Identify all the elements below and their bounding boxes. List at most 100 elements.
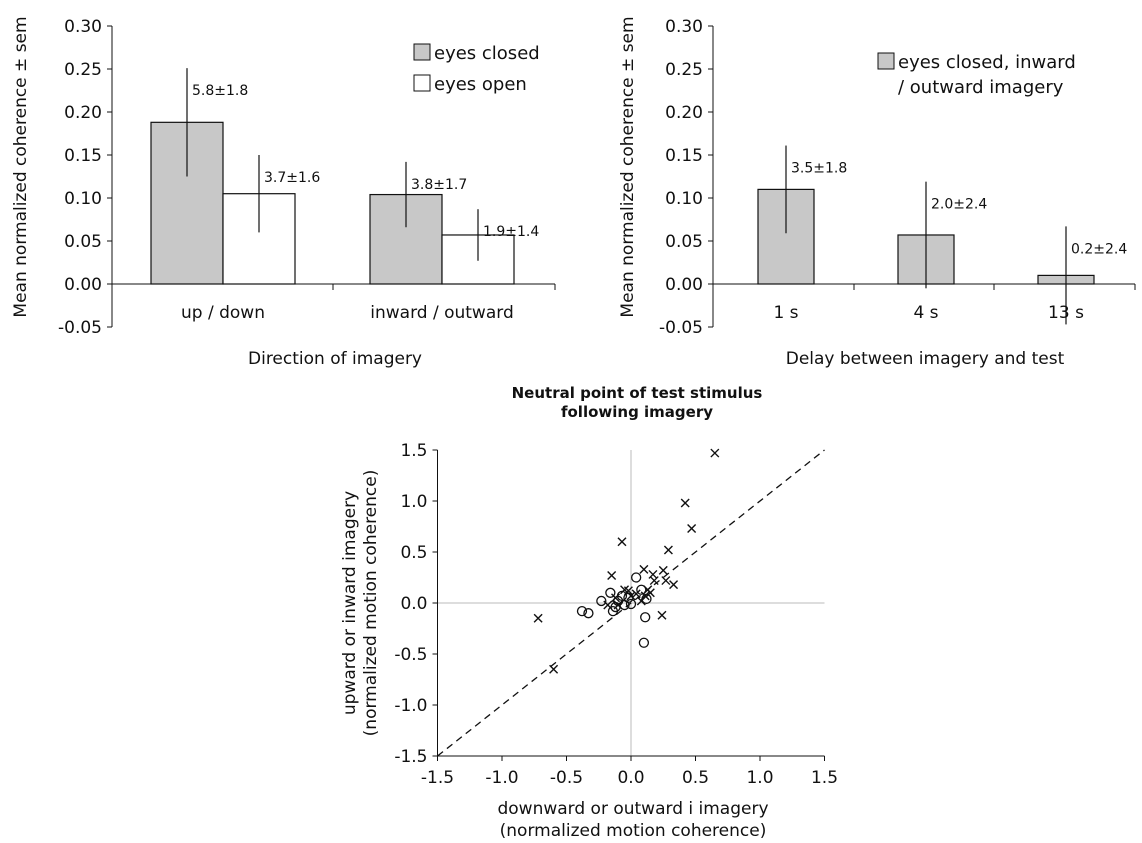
y-tick-label: 0.05 bbox=[665, 232, 703, 252]
y-tick-label: -0.05 bbox=[58, 318, 102, 338]
ticks: -1.5 -1.0 -0.5 0.0 0.5 1.0 1.5 1.5 1.0 0.5 0.0 -0.5… bbox=[394, 441, 838, 788]
axes bbox=[437, 449, 825, 757]
point-cross bbox=[533, 613, 543, 623]
data-label: 3.8±1.7 bbox=[411, 177, 467, 193]
point-cross bbox=[657, 610, 667, 620]
legend: eyes closed, inward / outward imagery bbox=[877, 52, 1076, 98]
point-cross-stroke bbox=[617, 537, 627, 547]
point-cross-stroke bbox=[658, 565, 668, 575]
y-tick-label: 0.25 bbox=[64, 60, 102, 80]
point-circle bbox=[631, 572, 642, 583]
data-label: 1.9±1.4 bbox=[483, 224, 539, 240]
point-cross-stroke bbox=[631, 589, 641, 599]
point-circle bbox=[623, 592, 634, 604]
point-circle bbox=[605, 587, 616, 598]
y-tick-label: 1.5 bbox=[400, 441, 427, 461]
point-cross-stroke bbox=[549, 664, 559, 674]
point-cross-stroke bbox=[603, 600, 613, 610]
y-axis-label-line-1: upward or inward imagery bbox=[340, 491, 360, 715]
x-tick-label: -1.0 bbox=[485, 768, 518, 788]
point-circle bbox=[576, 606, 588, 617]
x-tick-label: up / down bbox=[181, 303, 265, 323]
y-tick-label: 0.30 bbox=[64, 17, 102, 37]
panel-direction: Mean normalized coherence ± sem 0.30 0.25… bbox=[11, 16, 556, 369]
point-cross bbox=[649, 576, 659, 586]
point-cross bbox=[607, 570, 617, 580]
point-cross bbox=[663, 545, 673, 555]
y-tick-label: 0.00 bbox=[64, 275, 102, 295]
data-label: 3.7±1.6 bbox=[264, 170, 320, 186]
point-cross-stroke bbox=[639, 564, 649, 574]
panel-delay: Mean normalized coherence ± sem 0.30 0.25… bbox=[618, 16, 1136, 369]
y-tick-label: 0.25 bbox=[665, 60, 703, 80]
data-label: 0.2±2.4 bbox=[1071, 241, 1127, 257]
chart-title-line-1: Neutral point of test stimulus bbox=[512, 384, 763, 402]
x-tick-label: 1.5 bbox=[811, 768, 838, 788]
point-cross bbox=[639, 564, 649, 574]
y-tick-label: -0.5 bbox=[394, 645, 427, 665]
y-tick-label: -1.0 bbox=[394, 696, 427, 716]
x-tick-label: 1 s bbox=[773, 303, 798, 323]
legend-label-eyes-open: eyes open bbox=[434, 74, 527, 95]
x-tick-label: 1.0 bbox=[746, 768, 773, 788]
point-cross-stroke bbox=[663, 545, 673, 555]
point-cross bbox=[710, 448, 720, 458]
y-tick-label: 0.15 bbox=[665, 146, 703, 166]
point-cross-stroke bbox=[710, 448, 720, 458]
y-tick-label: 0.00 bbox=[665, 275, 703, 295]
point-cross-stroke bbox=[636, 596, 646, 606]
y-tick-label: 0.10 bbox=[665, 189, 703, 209]
point-cross-stroke bbox=[687, 524, 697, 534]
y-ticks: 0.30 0.25 0.20 0.15 0.10 0.05 0.00 -0.05 bbox=[659, 17, 1136, 338]
point-cross-stroke bbox=[661, 576, 671, 586]
chart-title-line-2: following imagery bbox=[561, 403, 713, 421]
point-cross-stroke bbox=[680, 498, 690, 508]
point-cross bbox=[631, 589, 641, 599]
x-tick-label: 0.5 bbox=[682, 768, 709, 788]
x-tick-label: 0.0 bbox=[617, 768, 644, 788]
point-circle bbox=[636, 584, 647, 595]
point-cross-stroke bbox=[649, 576, 659, 586]
x-tick-label: 4 s bbox=[913, 303, 938, 323]
x-tick-label: inward / outward bbox=[370, 303, 513, 323]
point-circle bbox=[638, 637, 650, 648]
y-tick-label: 0.10 bbox=[64, 189, 102, 209]
point-cross bbox=[687, 524, 697, 534]
data-label: 5.8±1.8 bbox=[192, 83, 248, 99]
y-axis-label: Mean normalized coherence ± sem bbox=[11, 16, 31, 317]
y-ticks: 0.30 0.25 0.20 0.15 0.10 0.05 0.00 -0.05 bbox=[58, 17, 556, 338]
identity-line bbox=[437, 449, 825, 757]
y-tick-label: 0.5 bbox=[400, 543, 427, 563]
x-tick-labels: 1 s 4 s 13 s bbox=[773, 303, 1084, 323]
point-cross bbox=[669, 580, 679, 590]
y-tick-label: 0.20 bbox=[64, 103, 102, 123]
x-tick-label: -0.5 bbox=[550, 768, 583, 788]
x-tick-label: 13 s bbox=[1048, 303, 1084, 323]
y-tick-label: 1.0 bbox=[400, 492, 427, 512]
panel-neutral-point: Neutral point of test stimulus following… bbox=[340, 384, 838, 841]
point-cross bbox=[611, 593, 621, 603]
y-tick-label: -0.05 bbox=[659, 318, 703, 338]
legend-swatch-eyes-closed bbox=[413, 43, 431, 61]
x-tick-label: -1.5 bbox=[421, 768, 454, 788]
y-axis-label: Mean normalized coherence ± sem bbox=[618, 16, 638, 317]
x-axis-label-line-2: (normalized motion coherence) bbox=[500, 821, 767, 841]
point-cross-stroke bbox=[607, 570, 617, 580]
legend-label-eyes-closed: eyes closed bbox=[434, 43, 540, 64]
point-cross bbox=[680, 498, 690, 508]
legend-swatch-eyes-closed-inward-outward bbox=[877, 52, 895, 70]
point-cross bbox=[658, 565, 668, 575]
point-cross bbox=[661, 576, 671, 586]
point-cross-stroke bbox=[533, 613, 543, 623]
legend: eyes closed eyes open bbox=[413, 43, 540, 95]
point-circle bbox=[616, 590, 628, 602]
point-cross bbox=[549, 664, 559, 674]
y-tick-label: -1.5 bbox=[394, 747, 427, 767]
legend-label-line-1: eyes closed, inward bbox=[898, 52, 1076, 73]
point-cross-stroke bbox=[626, 591, 636, 601]
point-circle bbox=[640, 612, 651, 623]
point-circle bbox=[641, 593, 652, 605]
data-label: 3.5±1.8 bbox=[791, 161, 847, 177]
y-tick-label: 0.30 bbox=[665, 17, 703, 37]
